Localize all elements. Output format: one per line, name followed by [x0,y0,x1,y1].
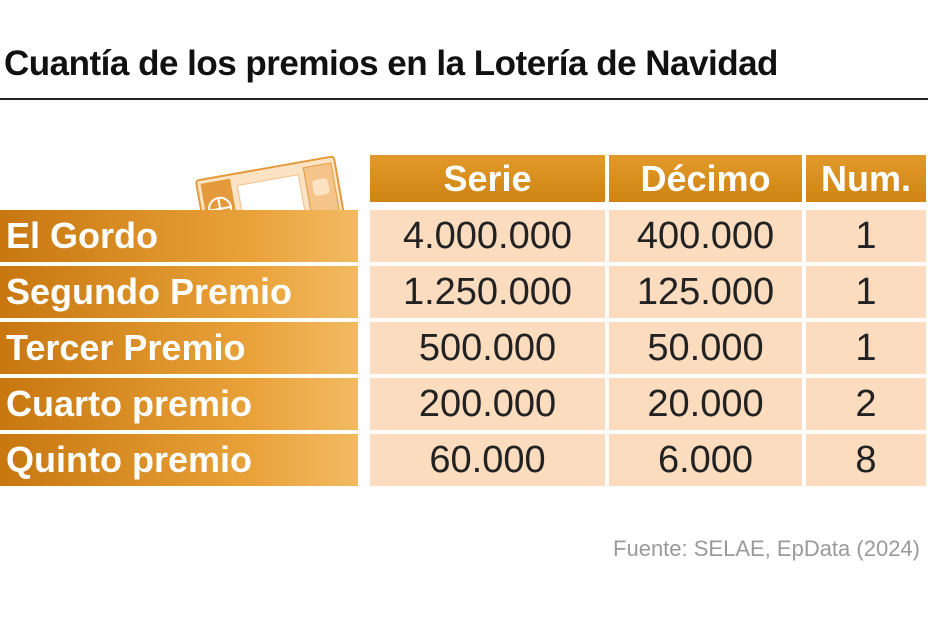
row-label: Quinto premio [0,434,358,486]
cell-value: 400.000 [609,210,802,262]
cell-value: 500.000 [370,322,605,374]
cell-value: 1 [806,322,926,374]
row-label: Cuarto premio [0,378,358,430]
cell-value: 6.000 [609,434,802,486]
cell-value: 2 [806,378,926,430]
cell-value: 1.250.000 [370,266,605,318]
source: Fuente: SELAE, EpData (2024) [613,536,920,561]
row-label: Segundo Premio [0,266,358,318]
cell-value: 200.000 [370,378,605,430]
cell-value: 50.000 [609,322,802,374]
title-rule [0,98,928,100]
cell-value: 1 [806,266,926,318]
cell-value: 60.000 [370,434,605,486]
column-header: Num. [806,155,926,202]
row-label: Tercer Premio [0,322,358,374]
cell-value: 4.000.000 [370,210,605,262]
cell-value: 1 [806,210,926,262]
title: Cuantía de los premios en la Lotería de … [4,44,778,83]
cell-value: 125.000 [609,266,802,318]
column-header: Décimo [609,155,802,202]
row-label: El Gordo [0,210,358,262]
column-header: Serie [370,155,605,202]
cell-value: 20.000 [609,378,802,430]
cell-value: 8 [806,434,926,486]
